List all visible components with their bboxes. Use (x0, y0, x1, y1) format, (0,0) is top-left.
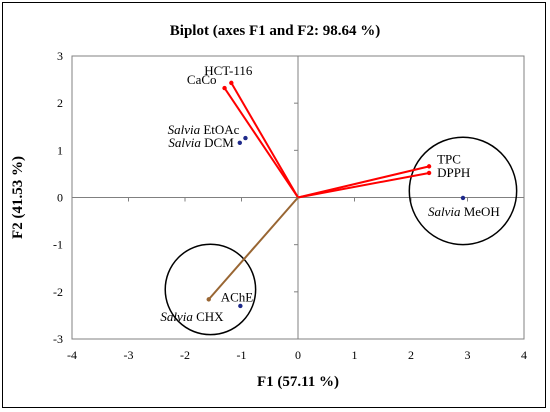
vector-caco (223, 87, 299, 199)
label-salvia-etoac: Salvia EtOAc (168, 122, 240, 137)
y-tick-label: 1 (57, 143, 63, 157)
x-tick-label: -2 (180, 348, 190, 362)
vector-dpph-tip (426, 170, 432, 176)
cluster-circle-2 (164, 243, 257, 336)
y-tick-label: -1 (53, 238, 63, 252)
label-salvia-chx: Salvia CHX (160, 309, 224, 324)
x-axis-label: F1 (57.11 %) (257, 374, 339, 390)
chart-frame (2, 2, 546, 408)
y-tick-label: 2 (57, 96, 63, 110)
x-tick-label: 4 (521, 348, 527, 362)
label-dpph: DPPH (437, 165, 470, 180)
point-salvia-chx (238, 303, 243, 309)
vector-tpc (297, 165, 430, 199)
vector-hct-116-tip (229, 80, 234, 86)
vector-ache-tip (206, 297, 211, 302)
point-salvia-dcm (237, 140, 243, 145)
x-tick-label: 2 (408, 348, 414, 362)
label-caco: CaCo (187, 72, 217, 87)
y-tick-label: 3 (57, 49, 63, 63)
x-tick-label: 1 (352, 348, 358, 362)
x-tick-label: 0 (295, 348, 301, 362)
label-salvia-dcm: Salvia DCM (168, 135, 234, 150)
label-tpc: TPC (437, 151, 461, 166)
vector-caco-tip (222, 85, 227, 91)
x-tick-label: -3 (124, 348, 134, 362)
cluster-circle-1 (408, 136, 518, 246)
chart-title: Biplot (axes F1 and F2: 98.64 %) (170, 23, 380, 39)
vector-ache (207, 196, 299, 301)
vector-tpc-tip (426, 164, 432, 169)
label-ache: AChE (221, 289, 254, 304)
vector-dpph (297, 171, 430, 199)
label-hct-116: HCT-116 (204, 63, 253, 78)
vector-hct-116 (230, 82, 299, 199)
point-salvia-meoh (460, 195, 466, 201)
x-tick-label: -1 (237, 348, 247, 362)
y-tick-label: -3 (53, 332, 63, 346)
x-tick-label: 3 (465, 348, 471, 362)
label-salvia-meoh: Salvia MeOH (428, 204, 500, 219)
y-tick-label: -2 (53, 285, 63, 299)
x-tick-label: -4 (67, 348, 77, 362)
y-axis-label: F2 (41.53 %) (10, 156, 26, 239)
y-tick-label: 0 (57, 191, 63, 205)
point-salvia-etoac (243, 135, 248, 141)
